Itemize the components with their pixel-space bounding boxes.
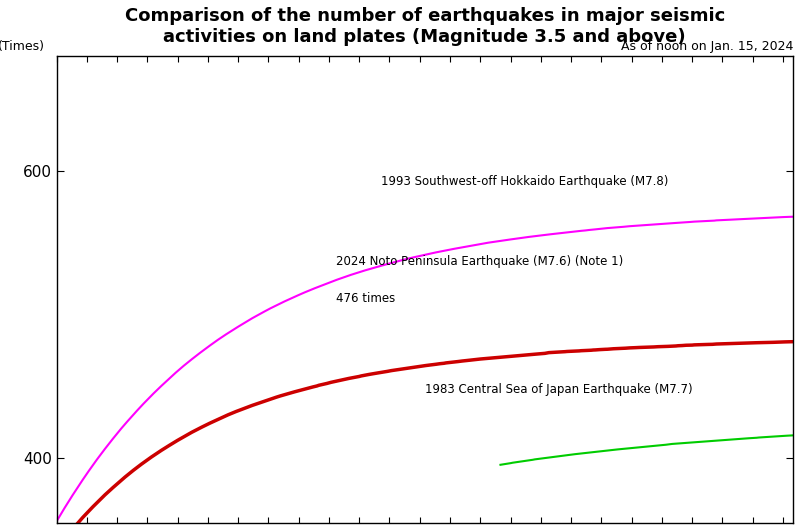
Title: Comparison of the number of earthquakes in major seismic
activities on land plat: Comparison of the number of earthquakes … [125,7,725,46]
Text: 1993 Southwest-off Hokkaido Earthquake (M7.8): 1993 Southwest-off Hokkaido Earthquake (… [381,175,668,188]
Text: 476 times: 476 times [337,292,396,305]
Text: As of noon on Jan. 15, 2024: As of noon on Jan. 15, 2024 [621,40,793,54]
Text: 1983 Central Sea of Japan Earthquake (M7.7): 1983 Central Sea of Japan Earthquake (M7… [425,383,693,396]
Text: 2024 Noto Peninsula Earthquake (M7.6) (Note 1): 2024 Noto Peninsula Earthquake (M7.6) (N… [337,255,624,268]
Text: (Times): (Times) [0,40,45,54]
